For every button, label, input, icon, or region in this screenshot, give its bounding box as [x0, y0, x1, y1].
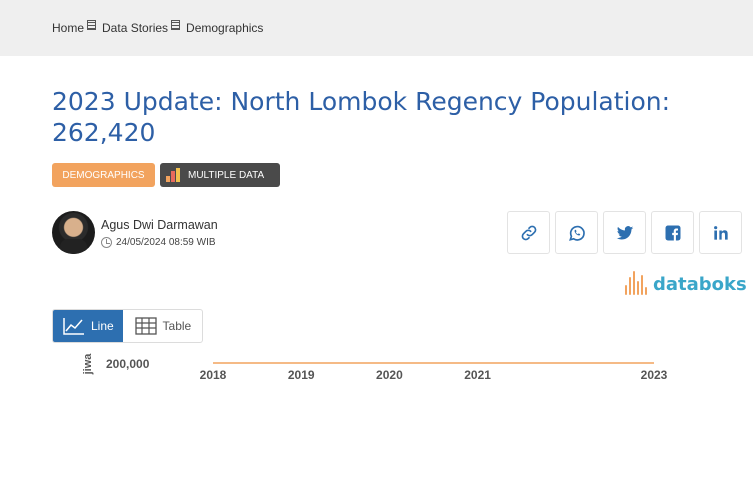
author-name[interactable]: Agus Dwi Darmawan: [101, 218, 218, 232]
chart-view-toggle: Line Table: [52, 309, 203, 343]
x-tick-label: 2023: [641, 368, 668, 382]
category-tag[interactable]: DEMOGRAPHICS: [52, 163, 155, 187]
publish-date-text: 24/05/2024 08:59 WIB: [116, 237, 216, 248]
line-view-button[interactable]: Line: [53, 310, 123, 342]
author-avatar: [52, 211, 95, 254]
breadcrumb-home-link[interactable]: Home: [52, 21, 85, 35]
x-tick-label: 2018: [200, 368, 227, 382]
table-view-button[interactable]: Table: [123, 310, 202, 342]
y-tick-label: 200,000: [106, 357, 150, 371]
share-linkedin-button[interactable]: [699, 211, 742, 254]
x-tick-label: 2021: [464, 368, 491, 382]
breadcrumb-separator-icon: [87, 20, 97, 30]
top-bar: Home Data Stories Demographics: [0, 0, 753, 56]
line-chart-icon: [63, 318, 84, 335]
share-twitter-button[interactable]: [603, 211, 646, 254]
population-line-chart: jiwa 200,000 2018 2019 2020 2021 2023: [82, 353, 668, 382]
line-view-label: Line: [91, 319, 114, 333]
share-facebook-button[interactable]: [651, 211, 694, 254]
facebook-icon: [665, 225, 680, 240]
data-type-tag-label: MULTIPLE DATA: [188, 169, 265, 181]
multiple-data-icon: [166, 168, 182, 182]
breadcrumb-stories-link[interactable]: Data Stories: [102, 21, 169, 35]
copy-link-button[interactable]: [507, 211, 550, 254]
databoks-mark-icon: [625, 271, 649, 295]
x-tick-label: 2019: [288, 368, 315, 382]
whatsapp-icon: [568, 225, 585, 241]
share-whatsapp-button[interactable]: [555, 211, 598, 254]
population-chart: jiwa 200,000 2018 2019 2020 2021 2023: [76, 350, 676, 390]
table-view-label: Table: [162, 319, 192, 333]
clock-icon: [101, 237, 112, 248]
page-title: 2023 Update: North Lombok Regency Popula…: [52, 87, 671, 147]
twitter-icon: [616, 225, 633, 239]
databoks-logo-text: databoks: [653, 274, 747, 295]
publish-date: 24/05/2024 08:59 WIB: [101, 237, 216, 248]
breadcrumb-separator-icon: [171, 20, 181, 30]
data-type-tag[interactable]: MULTIPLE DATA: [160, 163, 280, 187]
link-icon: [521, 225, 536, 240]
table-icon: [134, 317, 157, 335]
x-tick-label: 2020: [376, 368, 403, 382]
breadcrumb: Home Data Stories Demographics: [52, 20, 264, 35]
linkedin-icon: [713, 225, 728, 240]
databoks-logo[interactable]: databoks: [625, 271, 747, 295]
breadcrumb-current-link[interactable]: Demographics: [186, 21, 264, 35]
y-axis-label: jiwa: [82, 353, 94, 376]
